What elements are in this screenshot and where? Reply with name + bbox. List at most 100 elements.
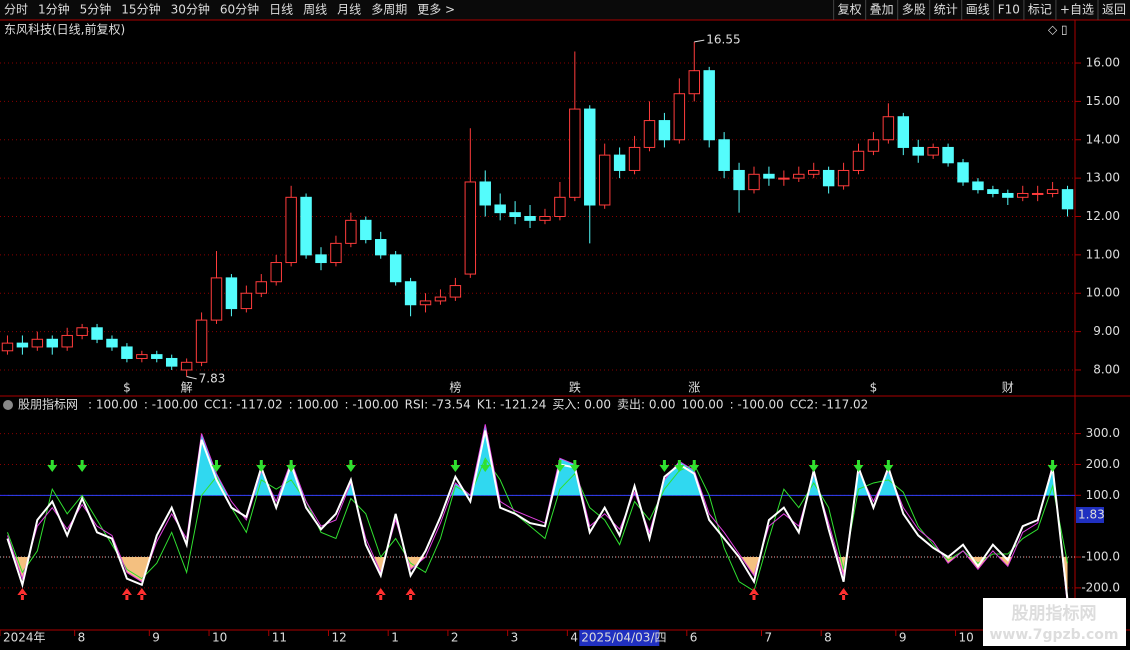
- watermark-box: [983, 598, 1126, 646]
- buy-arrow: [748, 588, 759, 600]
- candle-body: [912, 146, 924, 156]
- candle-body: [419, 300, 432, 306]
- candle-body: [927, 146, 939, 156]
- toolbar-button[interactable]: 返回: [1102, 3, 1126, 17]
- sell-arrow: [286, 460, 297, 472]
- sell-arrow: [1047, 460, 1058, 472]
- toolbar-button[interactable]: 分时: [4, 3, 28, 17]
- toolbar-button[interactable]: 月线: [337, 3, 361, 17]
- y-tick-label: 12.00: [1086, 209, 1120, 223]
- toolbar-button[interactable]: 标记: [1028, 3, 1052, 17]
- toolbar-button[interactable]: 1分钟: [38, 2, 70, 17]
- candle-body: [494, 204, 506, 214]
- candle-body: [31, 338, 44, 348]
- y-tick-label: 8.00: [1093, 362, 1120, 376]
- candle-body: [613, 154, 626, 171]
- indicator-line: [6, 457, 1069, 592]
- candle-body: [449, 285, 462, 298]
- y-tick-label: 100.0: [1086, 488, 1120, 502]
- toolbar-button[interactable]: 60分钟: [220, 2, 259, 17]
- indicator-value: : 100.00: [289, 398, 339, 412]
- candle-body: [673, 93, 686, 141]
- chart-title: 东风科技(日线,前复权): [4, 22, 125, 37]
- indicator-title: 股朋指标网: [18, 397, 78, 412]
- candle-body: [360, 219, 372, 241]
- x-tick-label: 10: [959, 631, 974, 645]
- toolbar-button[interactable]: 5分钟: [80, 2, 112, 17]
- toolbar-button[interactable]: 15分钟: [121, 2, 160, 17]
- candle-body: [554, 196, 566, 217]
- sell-arrow: [47, 460, 58, 472]
- candle-body: [598, 154, 611, 206]
- candle-body: [1046, 189, 1059, 194]
- event-marker[interactable]: 榜: [449, 380, 461, 395]
- candle-body: [793, 173, 805, 179]
- candle-body: [852, 150, 865, 171]
- toolbar-button[interactable]: 更多 >: [417, 3, 455, 17]
- candle-body: [763, 173, 775, 179]
- toolbar-button[interactable]: 周线: [303, 3, 327, 17]
- toolbar-button[interactable]: 日线: [269, 3, 293, 17]
- candle-body: [643, 120, 656, 148]
- y-tick-label: -200.0: [1081, 580, 1120, 594]
- y-tick-label: 11.00: [1086, 247, 1120, 261]
- toolbar-button[interactable]: 复权: [838, 3, 862, 17]
- event-marker[interactable]: 解: [181, 381, 193, 395]
- y-tick-label: 16.00: [1086, 56, 1120, 70]
- toolbar-button[interactable]: 统计: [934, 3, 958, 17]
- x-tick-label: 9: [899, 631, 907, 645]
- candle-body: [584, 108, 596, 206]
- candle-body: [569, 108, 581, 198]
- extreme-pointer: [694, 39, 705, 43]
- y-tick-label: 9.00: [1093, 324, 1120, 338]
- candle-body: [1031, 192, 1044, 195]
- indicator-value: K1: -121.24: [477, 398, 547, 412]
- cursor-date-box: [579, 630, 660, 646]
- axis-badge: 1.83: [1078, 508, 1105, 522]
- indicator-value: : 100.00: [88, 398, 138, 412]
- toolbar-button[interactable]: 30分钟: [171, 2, 210, 17]
- candle-body: [778, 177, 790, 180]
- sell-arrow: [256, 460, 267, 472]
- toolbar-button[interactable]: +自选: [1060, 3, 1094, 17]
- extreme-pointer: [186, 376, 197, 380]
- candle-body: [867, 139, 880, 152]
- icon[interactable]: [3, 400, 13, 410]
- event-marker[interactable]: $: [870, 381, 878, 395]
- indicator-value: : -100.00: [144, 398, 198, 412]
- toolbar: [0, 0, 1130, 20]
- candle-body: [61, 334, 73, 348]
- toolbar-button[interactable]: 画线: [966, 3, 990, 17]
- x-tick-label: 7: [764, 631, 772, 645]
- event-marker[interactable]: 跌: [569, 380, 581, 395]
- indicator-value: CC2: -117.02: [790, 398, 869, 412]
- icon[interactable]: ◇ ▯: [1048, 23, 1068, 37]
- event-marker[interactable]: 涨: [688, 380, 700, 395]
- toolbar-button[interactable]: 多股: [902, 3, 926, 17]
- sell-arrow: [689, 460, 700, 472]
- candle-body: [121, 346, 133, 359]
- x-tick-label: 9: [152, 631, 160, 645]
- sell-arrow: [569, 460, 580, 472]
- candle-body: [748, 173, 760, 191]
- x-tick-label: 6: [690, 631, 698, 645]
- candle-body: [464, 181, 477, 275]
- y-tick-label: -100.0: [1081, 550, 1120, 564]
- indicator-value: 买入: 0.00: [552, 398, 611, 412]
- sell-arrow: [480, 460, 491, 472]
- y-tick-label: 14.00: [1086, 132, 1120, 146]
- sell-arrow: [554, 460, 565, 472]
- candle-body: [151, 354, 163, 359]
- candle-body: [389, 254, 402, 283]
- x-tick-label: 2: [451, 631, 459, 645]
- event-marker[interactable]: $: [123, 381, 131, 395]
- buy-arrow: [838, 588, 849, 600]
- toolbar-button[interactable]: 叠加: [870, 3, 894, 17]
- candle-body: [987, 189, 999, 194]
- toolbar-button[interactable]: F10: [998, 3, 1020, 17]
- x-tick-label: 3: [511, 631, 519, 645]
- toolbar-button[interactable]: 多周期: [371, 3, 407, 17]
- event-marker[interactable]: 财: [1002, 381, 1014, 395]
- sell-arrow: [808, 460, 819, 472]
